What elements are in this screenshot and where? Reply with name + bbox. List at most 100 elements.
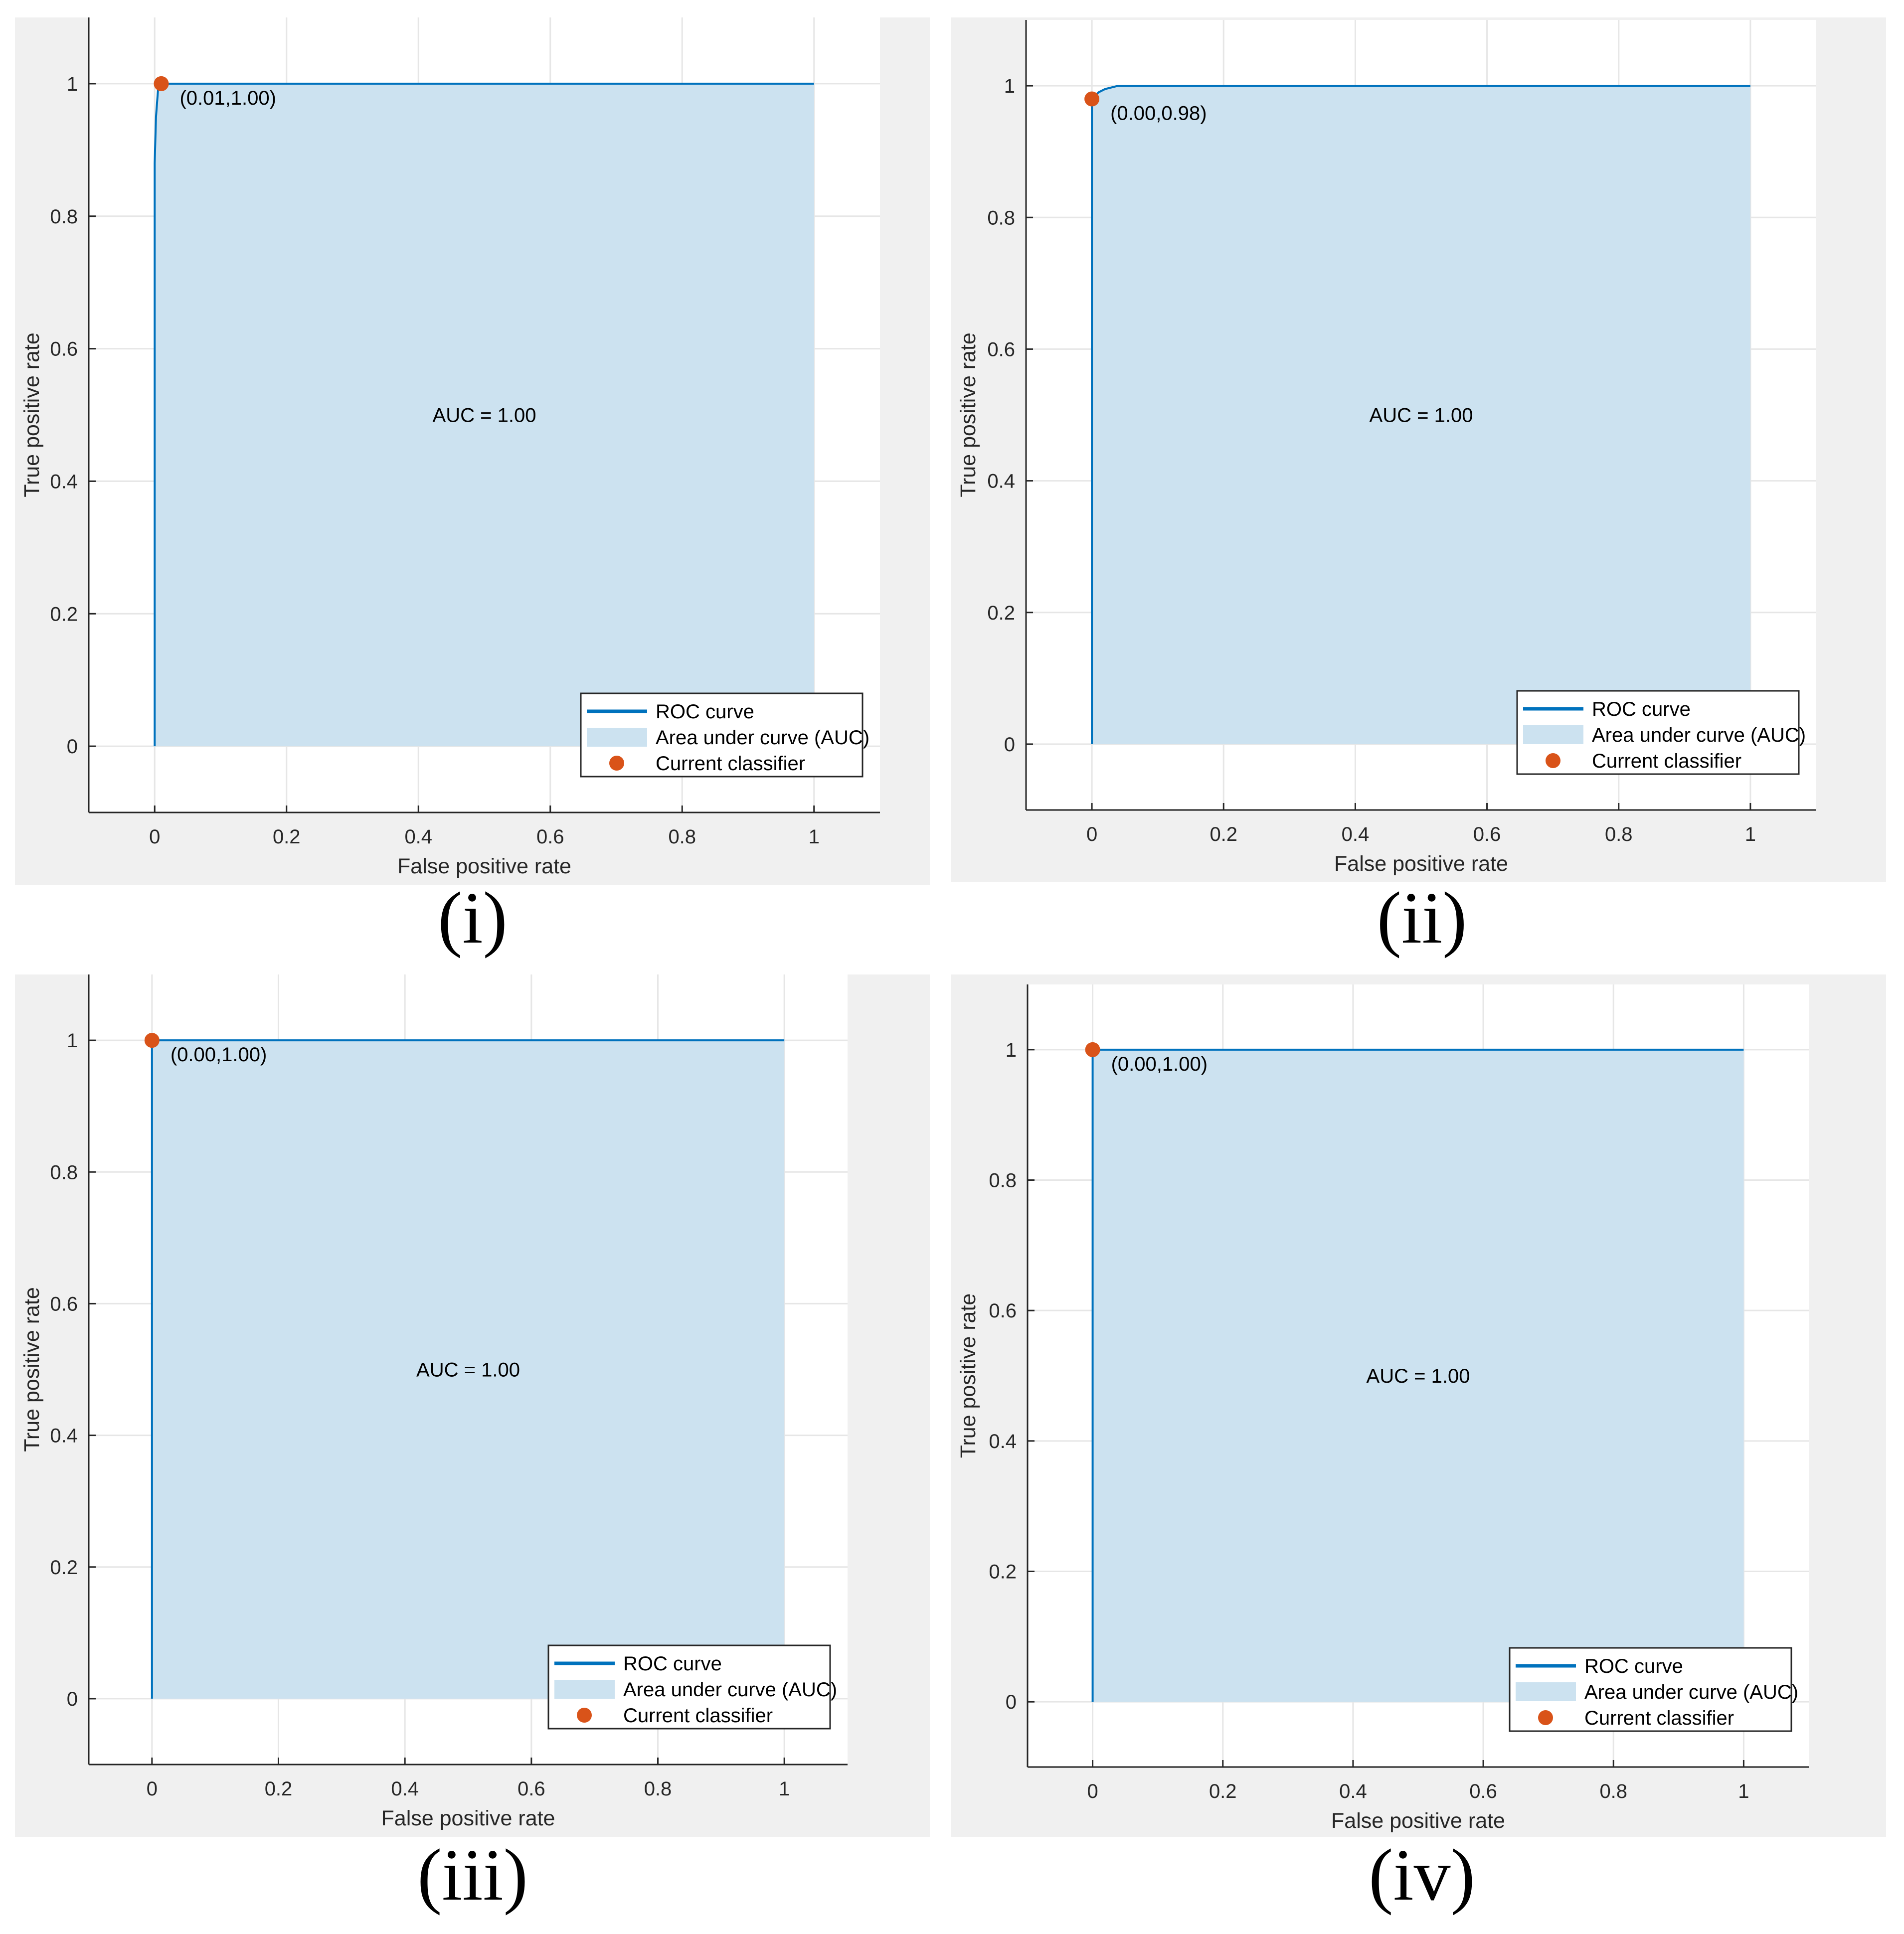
legend-classifier-swatch (1546, 753, 1560, 768)
legend-auc-swatch (554, 1680, 615, 1699)
x-tick-label: 0.6 (518, 1778, 545, 1800)
legend-auc-swatch (1516, 1682, 1576, 1701)
roc-chart-i: (0.01,1.00) AUC = 1.00 0 0.2 0.4 0.6 0.8 1 0 0.2 0… (15, 17, 930, 885)
roc-panel-ii: (0.00,0.98) AUC = 1.00 0 0.2 0.4 0.6 0.8 1 0 0.2 0… (951, 17, 1886, 882)
panel-caption-ii: (ii) (1377, 877, 1467, 959)
roc-panel-iii: (0.00,1.00) AUC = 1.00 0 0.2 0.4 0.6 0.8 1 0 0.2 0… (15, 974, 930, 1837)
y-tick-label: 0.4 (50, 1425, 78, 1447)
y-tick-label: 0.6 (50, 1293, 78, 1315)
x-tick-label: 0.8 (644, 1778, 672, 1800)
current-classifier-point (144, 1033, 160, 1048)
legend-entry-label: Area under curve (AUC) (656, 727, 869, 749)
x-tick-label: 0.4 (391, 1778, 419, 1800)
y-tick-label: 0 (1004, 734, 1015, 756)
x-tick-label: 1 (809, 826, 820, 848)
y-tick-label: 0 (67, 736, 78, 758)
x-tick-label: 0.2 (265, 1778, 293, 1800)
roc-chart-ii: (0.00,0.98) AUC = 1.00 0 0.2 0.4 0.6 0.8 1 0 0.2 0… (951, 17, 1886, 882)
y-axis-title: True positive rate (20, 332, 44, 497)
auc-value-label: AUC = 1.00 (416, 1359, 520, 1381)
x-tick-label: 0.4 (1342, 823, 1370, 845)
y-axis-title: True positive rate (956, 332, 980, 497)
y-tick-label: 0.8 (987, 207, 1015, 229)
roc-chart-iv: (0.00,1.00) AUC = 1.00 0 0.2 0.4 0.6 0.8 1 0 0.2 0… (951, 974, 1886, 1837)
auc-area (1092, 86, 1750, 744)
y-tick-label: 0 (1006, 1691, 1017, 1713)
y-axis-title: True positive rate (20, 1287, 44, 1452)
legend-classifier-swatch (1538, 1710, 1553, 1725)
legend-entry-label: Current classifier (623, 1705, 773, 1727)
classifier-point-label: (0.00,1.00) (171, 1044, 267, 1066)
legend-auc-swatch (587, 728, 647, 747)
x-tick-label: 0.2 (273, 826, 301, 848)
x-tick-label: 0.4 (1339, 1780, 1367, 1802)
y-tick-label: 1 (1006, 1039, 1017, 1061)
x-tick-label: 0.2 (1210, 823, 1237, 845)
x-tick-label: 0.8 (1605, 823, 1633, 845)
roc-panel-i: (0.01,1.00) AUC = 1.00 0 0.2 0.4 0.6 0.8 1 0 0.2 0… (15, 17, 930, 885)
auc-value-label: AUC = 1.00 (1367, 1365, 1470, 1387)
x-tick-label: 0.2 (1209, 1780, 1237, 1802)
panel-caption-i: (i) (438, 877, 508, 959)
y-tick-label: 0.4 (50, 471, 78, 492)
x-tick-label: 1 (779, 1778, 790, 1800)
current-classifier-point (154, 76, 169, 91)
x-axis-title: False positive rate (1334, 852, 1508, 876)
legend-entry-label: Area under curve (AUC) (1592, 724, 1806, 746)
legend-auc-swatch (1523, 725, 1583, 744)
x-axis-title: False positive rate (381, 1806, 555, 1830)
x-tick-label: 0 (1087, 1780, 1098, 1802)
legend-entry-label: Current classifier (1584, 1707, 1734, 1729)
auc-value-label: AUC = 1.00 (433, 405, 536, 427)
legend-entry-label: Current classifier (656, 753, 805, 775)
y-tick-label: 0.2 (50, 603, 78, 625)
auc-value-label: AUC = 1.00 (1370, 405, 1473, 427)
auc-area (155, 83, 814, 747)
x-tick-label: 0 (1086, 823, 1097, 845)
y-tick-label: 1 (67, 73, 78, 95)
x-tick-label: 0.6 (1473, 823, 1501, 845)
classifier-point-label: (0.00,1.00) (1111, 1053, 1208, 1075)
x-tick-label: 0 (147, 1778, 158, 1800)
y-tick-label: 0.6 (50, 338, 78, 360)
y-tick-label: 0 (67, 1688, 78, 1710)
auc-area (1092, 1049, 1744, 1702)
x-tick-label: 0.6 (1469, 1780, 1497, 1802)
classifier-point-label: (0.00,0.98) (1110, 103, 1207, 125)
current-classifier-point (1085, 1042, 1100, 1057)
y-tick-label: 0.2 (989, 1561, 1017, 1583)
y-tick-label: 0.6 (989, 1300, 1017, 1322)
legend-entry-label: Area under curve (AUC) (623, 1679, 837, 1701)
current-classifier-point (1084, 91, 1100, 107)
legend-entry-label: ROC curve (1592, 698, 1691, 720)
classifier-point-label: (0.01,1.00) (179, 87, 276, 109)
y-tick-label: 1 (1004, 75, 1015, 97)
panel-caption-iii: (iii) (417, 1834, 528, 1916)
x-tick-label: 0.8 (1599, 1780, 1627, 1802)
y-tick-label: 1 (67, 1030, 78, 1052)
y-axis-title: True positive rate (956, 1293, 980, 1458)
y-tick-label: 0.4 (989, 1431, 1017, 1452)
y-tick-label: 0.2 (50, 1557, 78, 1579)
auc-area (152, 1040, 785, 1699)
x-tick-label: 0.4 (404, 826, 432, 848)
legend-classifier-swatch (577, 1708, 592, 1723)
legend-entry-label: ROC curve (1584, 1655, 1683, 1677)
x-tick-label: 1 (1745, 823, 1756, 845)
legend-entry-label: Current classifier (1592, 750, 1741, 772)
legend-classifier-swatch (609, 756, 624, 771)
x-tick-label: 0.8 (668, 826, 696, 848)
roc-panel-iv: (0.00,1.00) AUC = 1.00 0 0.2 0.4 0.6 0.8 1 0 0.2 0… (951, 974, 1886, 1837)
legend-entry-label: Area under curve (AUC) (1584, 1681, 1798, 1703)
legend-box (580, 692, 864, 778)
y-tick-label: 0.4 (987, 471, 1015, 492)
legend-entry-label: ROC curve (656, 701, 754, 723)
x-axis-title: False positive rate (1331, 1809, 1505, 1833)
legend-entry-label: ROC curve (623, 1653, 722, 1675)
y-tick-label: 0.8 (989, 1170, 1017, 1192)
roc-curve-line (154, 82, 814, 747)
y-tick-label: 0.8 (50, 1161, 78, 1183)
x-axis-title: False positive rate (397, 854, 571, 878)
roc-chart-iii: (0.00,1.00) AUC = 1.00 0 0.2 0.4 0.6 0.8 1 0 0.2 0… (15, 974, 930, 1837)
x-tick-label: 0.6 (536, 826, 564, 848)
